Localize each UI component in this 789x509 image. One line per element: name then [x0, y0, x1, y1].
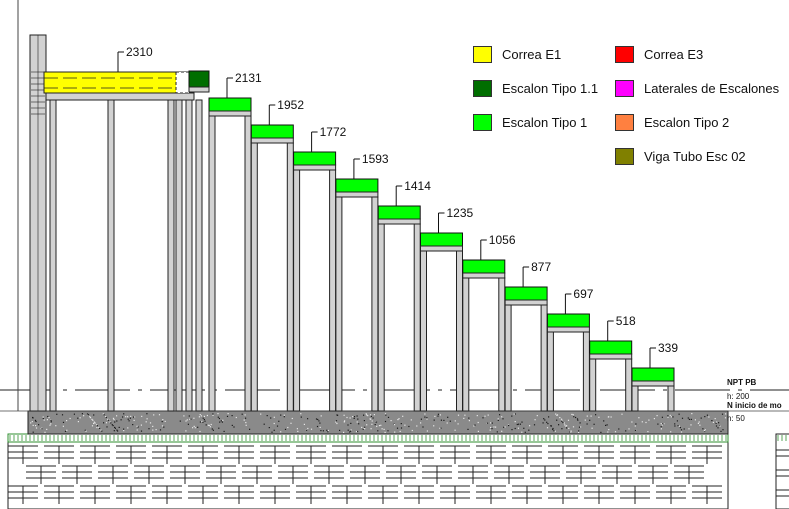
legend-item-escalon-tipo-1-1: Escalon Tipo 1.1	[473, 78, 598, 98]
elevation-label: 1952	[277, 98, 304, 112]
step-post	[540, 304, 548, 412]
floor-slab	[27, 410, 729, 435]
step-post	[625, 358, 633, 412]
step-post	[504, 304, 512, 412]
step-post	[377, 223, 385, 412]
step-post	[335, 196, 343, 412]
start-level-height: h: 50	[727, 414, 745, 423]
elevation-label: 1772	[320, 125, 347, 139]
elevation-label: 1235	[447, 206, 474, 220]
elevation-label: 1593	[362, 152, 389, 166]
npt-level-label: NPT PB	[727, 378, 757, 387]
elevation-label: 1056	[489, 233, 516, 247]
step-post	[250, 142, 258, 412]
elevation-tags: 2310 2131 1952 1772 1593 1414 1235 1056 877 697 51…	[117, 45, 678, 368]
elevation-label: 697	[573, 287, 593, 301]
step-tipo-1	[250, 124, 294, 139]
elevation-label: 2310	[126, 45, 153, 59]
legend-label: Escalon Tipo 1	[502, 114, 588, 130]
step-post	[244, 115, 252, 412]
escalon-tipo-1-1-swatch	[473, 79, 492, 97]
support-posts	[29, 34, 675, 412]
viga-tubo-esc-02-swatch	[615, 147, 634, 165]
legend-item-correa-e1: Correa E1	[473, 44, 561, 64]
step-post	[462, 277, 470, 412]
escalon-tipo-2-swatch	[615, 113, 634, 131]
stair-steps	[43, 70, 675, 387]
step-post	[329, 169, 337, 412]
landing-post	[49, 99, 57, 412]
ground-top-strip	[7, 433, 729, 443]
step-tipo-1	[462, 259, 506, 274]
landing-post	[107, 99, 115, 412]
step-tipo-1	[504, 286, 548, 301]
correa-e3-swatch	[615, 45, 634, 63]
legend-item-correa-e3: Correa E3	[615, 44, 703, 64]
legend-item-escalon-tipo-1: Escalon Tipo 1	[473, 112, 587, 132]
legend-label: Viga Tubo Esc 02	[644, 148, 746, 164]
step-post	[498, 277, 506, 412]
legend-item-viga-tubo-esc-02: Viga Tubo Esc 02	[615, 146, 746, 166]
step-tipo-1	[208, 97, 252, 112]
elevation-label: 1414	[404, 179, 431, 193]
step-post	[667, 385, 675, 412]
ground-block-right	[775, 433, 789, 509]
step-post	[371, 196, 379, 412]
elevation-label: 339	[658, 341, 678, 355]
step-tipo-1-1	[188, 70, 210, 88]
legend: Correa E1 Escalon Tipo 1.1 Escalon Tipo …	[470, 44, 788, 174]
legend-label: Laterales de Escalones	[644, 80, 780, 96]
step-post	[631, 385, 639, 412]
legend-item-laterales-de-escalones: Laterales de Escalones	[615, 78, 779, 98]
step-post	[582, 331, 590, 412]
elevation-label: 2131	[235, 71, 262, 85]
step-post	[546, 331, 554, 412]
npt-level-height: h: 200	[727, 392, 750, 401]
correa-e1	[43, 71, 189, 94]
step-post	[456, 250, 463, 412]
step-tipo-1	[335, 178, 379, 193]
start-level-label: N inicio de mo	[727, 401, 782, 410]
step-post	[413, 223, 421, 412]
step-post	[420, 250, 427, 412]
laterales-de-escalones-swatch	[615, 79, 634, 97]
step-post	[589, 358, 597, 412]
correa-e1-swatch	[473, 45, 492, 63]
elevation-label: 518	[616, 314, 636, 328]
legend-label: Escalon Tipo 2	[644, 114, 730, 130]
step-tipo-1	[589, 340, 633, 355]
step-tipo-1	[631, 367, 675, 382]
landing-post	[195, 99, 203, 412]
step-tipo-1	[377, 205, 421, 220]
landing-post	[167, 99, 175, 412]
ground-hatch	[7, 433, 789, 509]
step-tipo-1	[293, 151, 337, 166]
legend-label: Escalon Tipo 1.1	[502, 80, 599, 96]
legend-label: Correa E3	[644, 46, 704, 62]
landing-post	[175, 99, 183, 412]
landing-beam	[45, 92, 195, 101]
landing-post	[185, 99, 193, 412]
reference-lines	[0, 0, 789, 412]
step-post	[293, 169, 301, 412]
escalon-tipo-1-swatch	[473, 113, 492, 131]
step-tipo-1	[420, 232, 463, 247]
legend-label: Correa E1	[502, 46, 562, 62]
legend-item-escalon-tipo-2: Escalon Tipo 2	[615, 112, 729, 132]
elevation-label: 877	[531, 260, 551, 274]
step-post	[208, 115, 216, 412]
step-post	[286, 142, 294, 412]
step-tipo-1	[546, 313, 590, 328]
